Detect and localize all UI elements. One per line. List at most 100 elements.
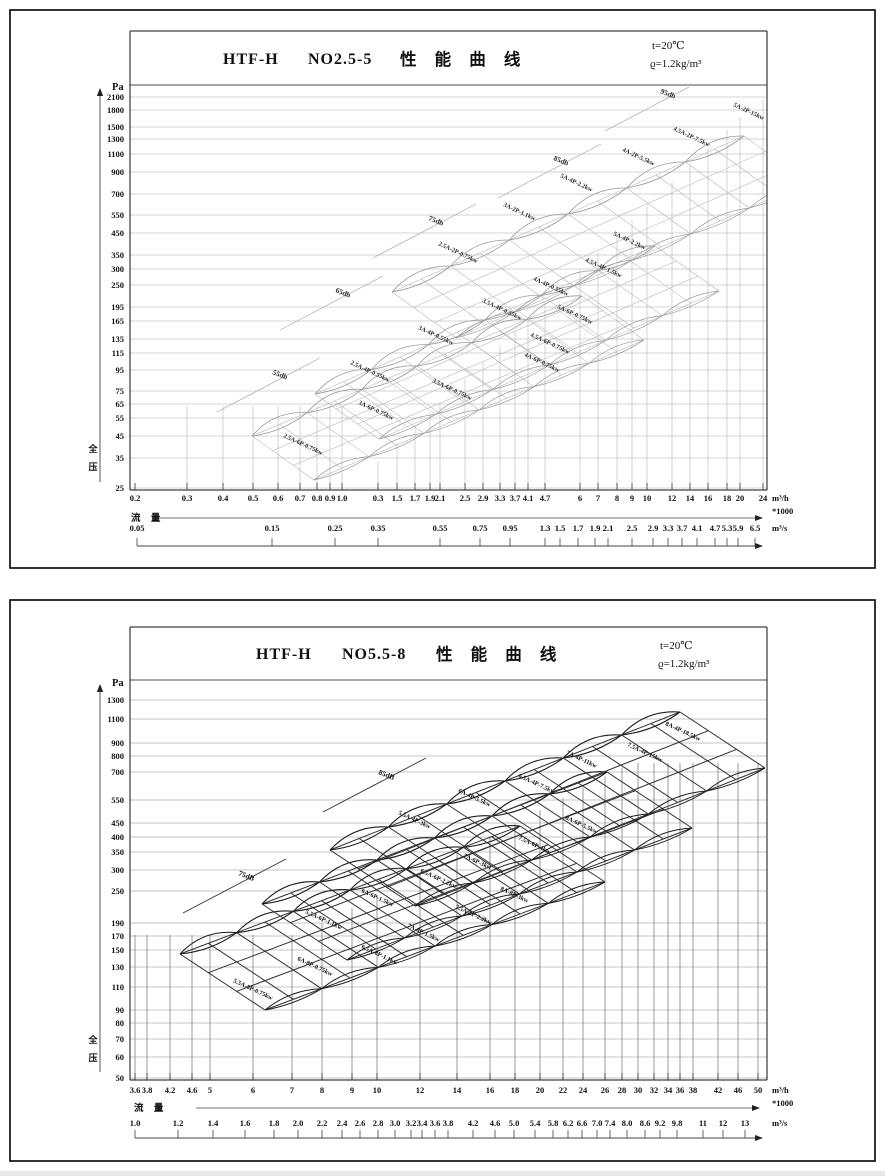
model-zone-curve bbox=[251, 412, 308, 437]
x-tick-label-m3h: 1.5 bbox=[392, 493, 403, 503]
model-zone-curve bbox=[463, 825, 521, 848]
noise-level-label: 75db bbox=[427, 214, 445, 228]
model-zone-curve bbox=[706, 767, 766, 792]
secondary-scale-arrowhead bbox=[755, 543, 763, 549]
lattice-line bbox=[621, 734, 707, 792]
lattice-line bbox=[679, 711, 766, 769]
model-zone-curve bbox=[293, 889, 351, 912]
lattice-line bbox=[236, 862, 577, 992]
fan-performance-curve bbox=[491, 902, 549, 926]
model-zone-curve bbox=[461, 893, 520, 917]
model-zone-curve bbox=[391, 265, 451, 293]
x-tick-label-m3h: 20 bbox=[536, 1085, 545, 1095]
lattice-line bbox=[654, 245, 720, 292]
x-tick-label-m3h: 9 bbox=[630, 493, 634, 503]
lattice-line bbox=[685, 161, 750, 209]
model-zone-curve bbox=[690, 207, 750, 235]
lattice-line bbox=[389, 377, 452, 422]
x-unit-scale: *1000 bbox=[772, 1098, 793, 1108]
y-tick-label: 75 bbox=[116, 386, 125, 396]
x-tick-label-m3s: 11 bbox=[699, 1118, 707, 1128]
chart-title-brand: HTF-H bbox=[223, 51, 279, 68]
pressure-axis-caption-char: 全 bbox=[87, 443, 98, 454]
x-tick-label-m3s: 4.1 bbox=[692, 523, 703, 533]
x-tick-label-m3h: 10 bbox=[643, 493, 652, 503]
model-zone-curve bbox=[450, 239, 510, 267]
condition-temperature: t=20℃ bbox=[652, 40, 685, 52]
model-zone-curve bbox=[504, 757, 564, 782]
model-zone-curve bbox=[473, 859, 532, 884]
lattice-line bbox=[290, 892, 377, 950]
x-tick-label-m3s: 3.6 bbox=[430, 1118, 441, 1128]
model-zone-curve bbox=[313, 456, 370, 481]
fan-performance-curve bbox=[573, 259, 633, 287]
curve-lattice bbox=[216, 87, 767, 481]
x-tick-label-m3s: 4.6 bbox=[490, 1118, 501, 1128]
curve-label: 4.5A-2P-7.5kw bbox=[672, 125, 711, 148]
curve-label: 4A-2P-5.5kw bbox=[621, 146, 656, 167]
fan-performance-curve bbox=[541, 270, 599, 296]
lattice-line bbox=[208, 942, 294, 1000]
model-zone-curve bbox=[589, 813, 649, 838]
lattice-line bbox=[714, 148, 767, 187]
fan-performance-curve bbox=[626, 161, 686, 189]
x-tick-label-m3s: 0.55 bbox=[433, 523, 448, 533]
x-unit-m3s: m³/s bbox=[772, 523, 788, 533]
x-tick-label-m3h: 0.2 bbox=[130, 493, 141, 503]
x-tick-label-m3h: 16 bbox=[704, 493, 713, 503]
model-zone-curve bbox=[491, 902, 549, 926]
x-tick-label-m3h: 7 bbox=[290, 1085, 295, 1095]
fan-performance-curve bbox=[567, 187, 627, 215]
y-tick-label: 35 bbox=[116, 453, 125, 463]
fan-performance-curve bbox=[662, 290, 720, 316]
lattice-line bbox=[743, 135, 767, 153]
model-zone-curve bbox=[685, 135, 745, 163]
x-tick-label-m3s: 0.75 bbox=[473, 523, 488, 533]
fan-performance-curve bbox=[416, 342, 473, 367]
x-tick-label-m3s: 2.0 bbox=[293, 1118, 304, 1128]
lattice-line bbox=[319, 881, 405, 939]
model-zone-curve bbox=[662, 290, 720, 317]
lattice-line bbox=[329, 849, 416, 907]
model-zone-curve bbox=[492, 364, 550, 391]
x-tick-label-m3h: 4.7 bbox=[540, 493, 551, 503]
x-tick-label-m3h: 1.9 bbox=[425, 493, 436, 503]
x-tick-label-m3h: 4.2 bbox=[165, 1085, 176, 1095]
fan-performance-curve bbox=[461, 893, 520, 917]
fan-performance-curve bbox=[371, 344, 429, 370]
fan-performance-curve bbox=[319, 859, 378, 883]
x-tick-label-m3s: 3.3 bbox=[663, 523, 674, 533]
fan-performance-curve bbox=[473, 859, 532, 884]
x-tick-label-m3s: 0.25 bbox=[328, 523, 343, 533]
lattice-line bbox=[421, 278, 486, 326]
x-tick-label-m3h: 2.9 bbox=[478, 493, 489, 503]
lattice-line bbox=[581, 295, 645, 341]
y-tick-label: 165 bbox=[111, 316, 124, 326]
x-tick-label-m3h: 1.7 bbox=[410, 493, 421, 503]
y-tick-label: 800 bbox=[111, 751, 124, 761]
lattice-line bbox=[444, 354, 507, 399]
noise-guide-line bbox=[322, 757, 427, 813]
fan-performance-curve bbox=[549, 771, 608, 795]
curve-label: 4A-6P-0.75kw bbox=[523, 351, 561, 374]
curve-label: 8A-6P-5.5kw bbox=[564, 814, 599, 835]
lattice-line bbox=[293, 910, 379, 968]
x-tick-label-m3h: 16 bbox=[486, 1085, 495, 1095]
fan-performance-curve bbox=[391, 265, 451, 293]
curve-label: 5A-4P-2.2kw bbox=[559, 172, 594, 193]
x-tick-label-m3h: 0.4 bbox=[218, 493, 229, 503]
fan-performance-curve bbox=[621, 711, 681, 736]
x-unit-m3s: m³/s bbox=[772, 1118, 788, 1128]
model-zone-curve bbox=[446, 780, 506, 805]
model-zone-curve bbox=[626, 161, 686, 189]
y-tick-label: 900 bbox=[111, 738, 124, 748]
x-tick-label-m3s: 8.0 bbox=[622, 1118, 633, 1128]
x-tick-label-m3s: 5.3 bbox=[722, 523, 733, 533]
fan-performance-curve bbox=[576, 849, 635, 873]
noise-guide-line bbox=[372, 203, 477, 259]
x-tick-label-m3h: 14 bbox=[686, 493, 695, 503]
model-zone-curve bbox=[533, 363, 590, 388]
y-axis-arrowhead bbox=[96, 684, 104, 692]
